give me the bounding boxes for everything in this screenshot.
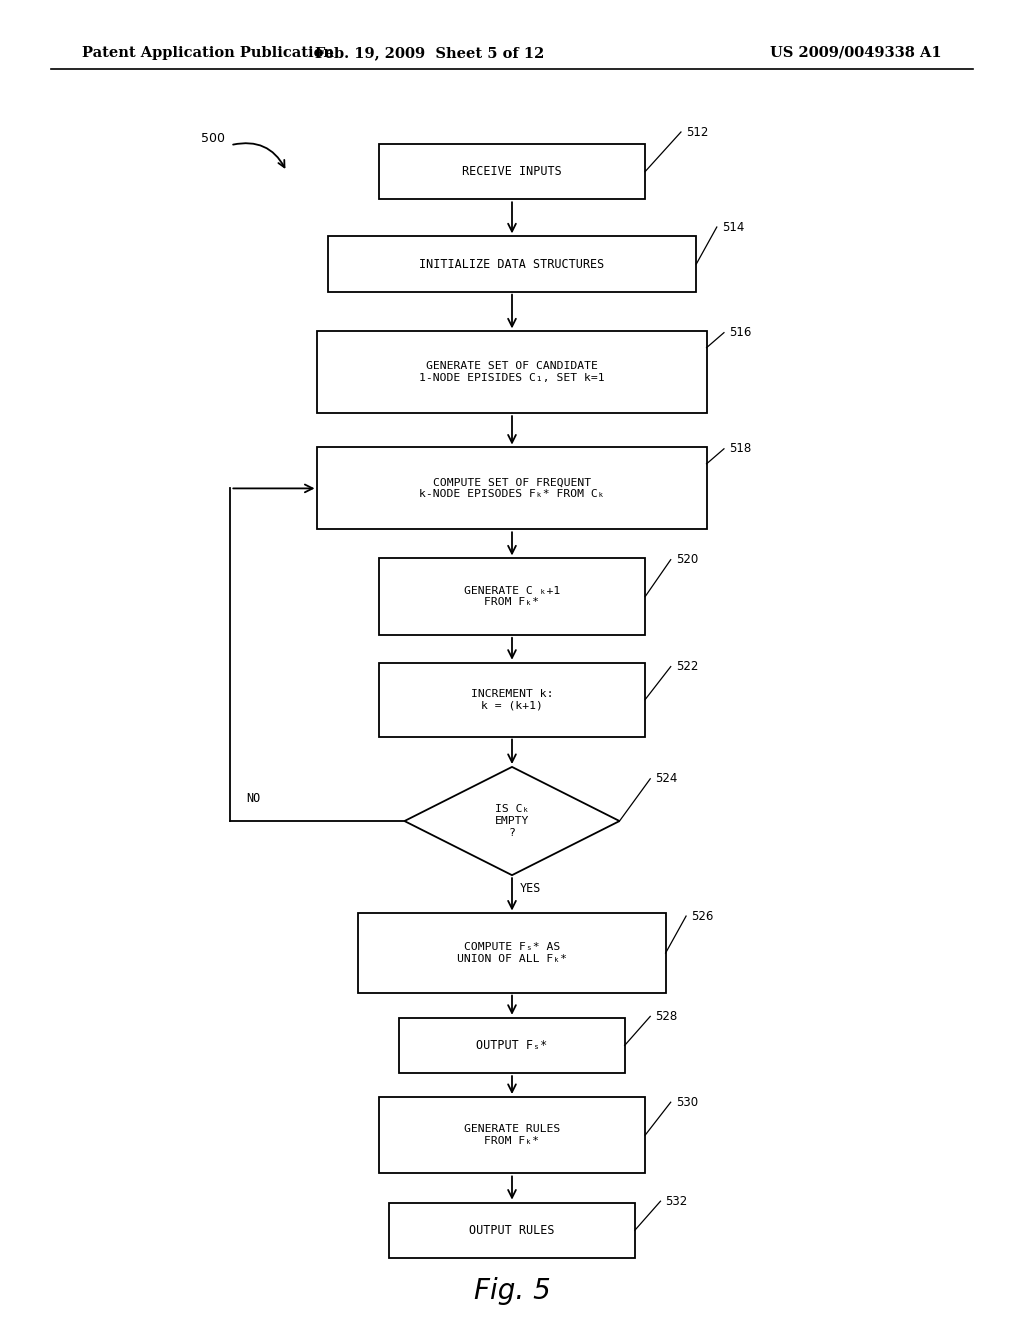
Text: US 2009/0049338 A1: US 2009/0049338 A1 <box>770 46 942 59</box>
Text: Fig. 5: Fig. 5 <box>474 1276 550 1305</box>
Text: GENERATE C ₖ+1
FROM Fₖ*: GENERATE C ₖ+1 FROM Fₖ* <box>464 586 560 607</box>
Text: INCREMENT k:
k = (k+1): INCREMENT k: k = (k+1) <box>471 689 553 710</box>
Text: 524: 524 <box>655 772 678 785</box>
Text: Patent Application Publication: Patent Application Publication <box>82 46 334 59</box>
Text: 518: 518 <box>729 442 752 455</box>
FancyBboxPatch shape <box>399 1018 625 1073</box>
Text: GENERATE RULES
FROM Fₖ*: GENERATE RULES FROM Fₖ* <box>464 1125 560 1146</box>
Text: OUTPUT Fₛ*: OUTPUT Fₛ* <box>476 1039 548 1052</box>
FancyBboxPatch shape <box>379 558 645 635</box>
Text: 530: 530 <box>676 1096 698 1109</box>
Text: GENERATE SET OF CANDIDATE
1-NODE EPISIDES C₁, SET k=1: GENERATE SET OF CANDIDATE 1-NODE EPISIDE… <box>419 362 605 383</box>
Text: COMPUTE Fₛ* AS
UNION OF ALL Fₖ*: COMPUTE Fₛ* AS UNION OF ALL Fₖ* <box>457 942 567 964</box>
FancyBboxPatch shape <box>379 1097 645 1173</box>
FancyBboxPatch shape <box>358 913 666 993</box>
Text: 514: 514 <box>722 220 744 234</box>
Text: RECEIVE INPUTS: RECEIVE INPUTS <box>462 165 562 178</box>
FancyBboxPatch shape <box>379 144 645 199</box>
Text: 522: 522 <box>676 660 698 673</box>
FancyBboxPatch shape <box>379 663 645 737</box>
Text: IS Cₖ
EMPTY
?: IS Cₖ EMPTY ? <box>495 804 529 838</box>
Text: 512: 512 <box>686 125 709 139</box>
Text: OUTPUT RULES: OUTPUT RULES <box>469 1224 555 1237</box>
Text: INITIALIZE DATA STRUCTURES: INITIALIZE DATA STRUCTURES <box>420 257 604 271</box>
Text: 520: 520 <box>676 553 698 566</box>
Text: YES: YES <box>520 882 542 895</box>
Text: 528: 528 <box>655 1010 678 1023</box>
FancyBboxPatch shape <box>389 1203 635 1258</box>
Text: 500: 500 <box>202 132 225 145</box>
Text: 532: 532 <box>666 1195 688 1208</box>
Polygon shape <box>404 767 620 875</box>
Text: 526: 526 <box>691 909 714 923</box>
FancyBboxPatch shape <box>317 447 707 529</box>
FancyBboxPatch shape <box>317 331 707 413</box>
Text: COMPUTE SET OF FREQUENT
k-NODE EPISODES Fₖ* FROM Cₖ: COMPUTE SET OF FREQUENT k-NODE EPISODES … <box>419 478 605 499</box>
Text: NO: NO <box>246 792 260 805</box>
Text: 516: 516 <box>729 326 752 339</box>
Text: Feb. 19, 2009  Sheet 5 of 12: Feb. 19, 2009 Sheet 5 of 12 <box>315 46 545 59</box>
FancyBboxPatch shape <box>328 236 696 292</box>
